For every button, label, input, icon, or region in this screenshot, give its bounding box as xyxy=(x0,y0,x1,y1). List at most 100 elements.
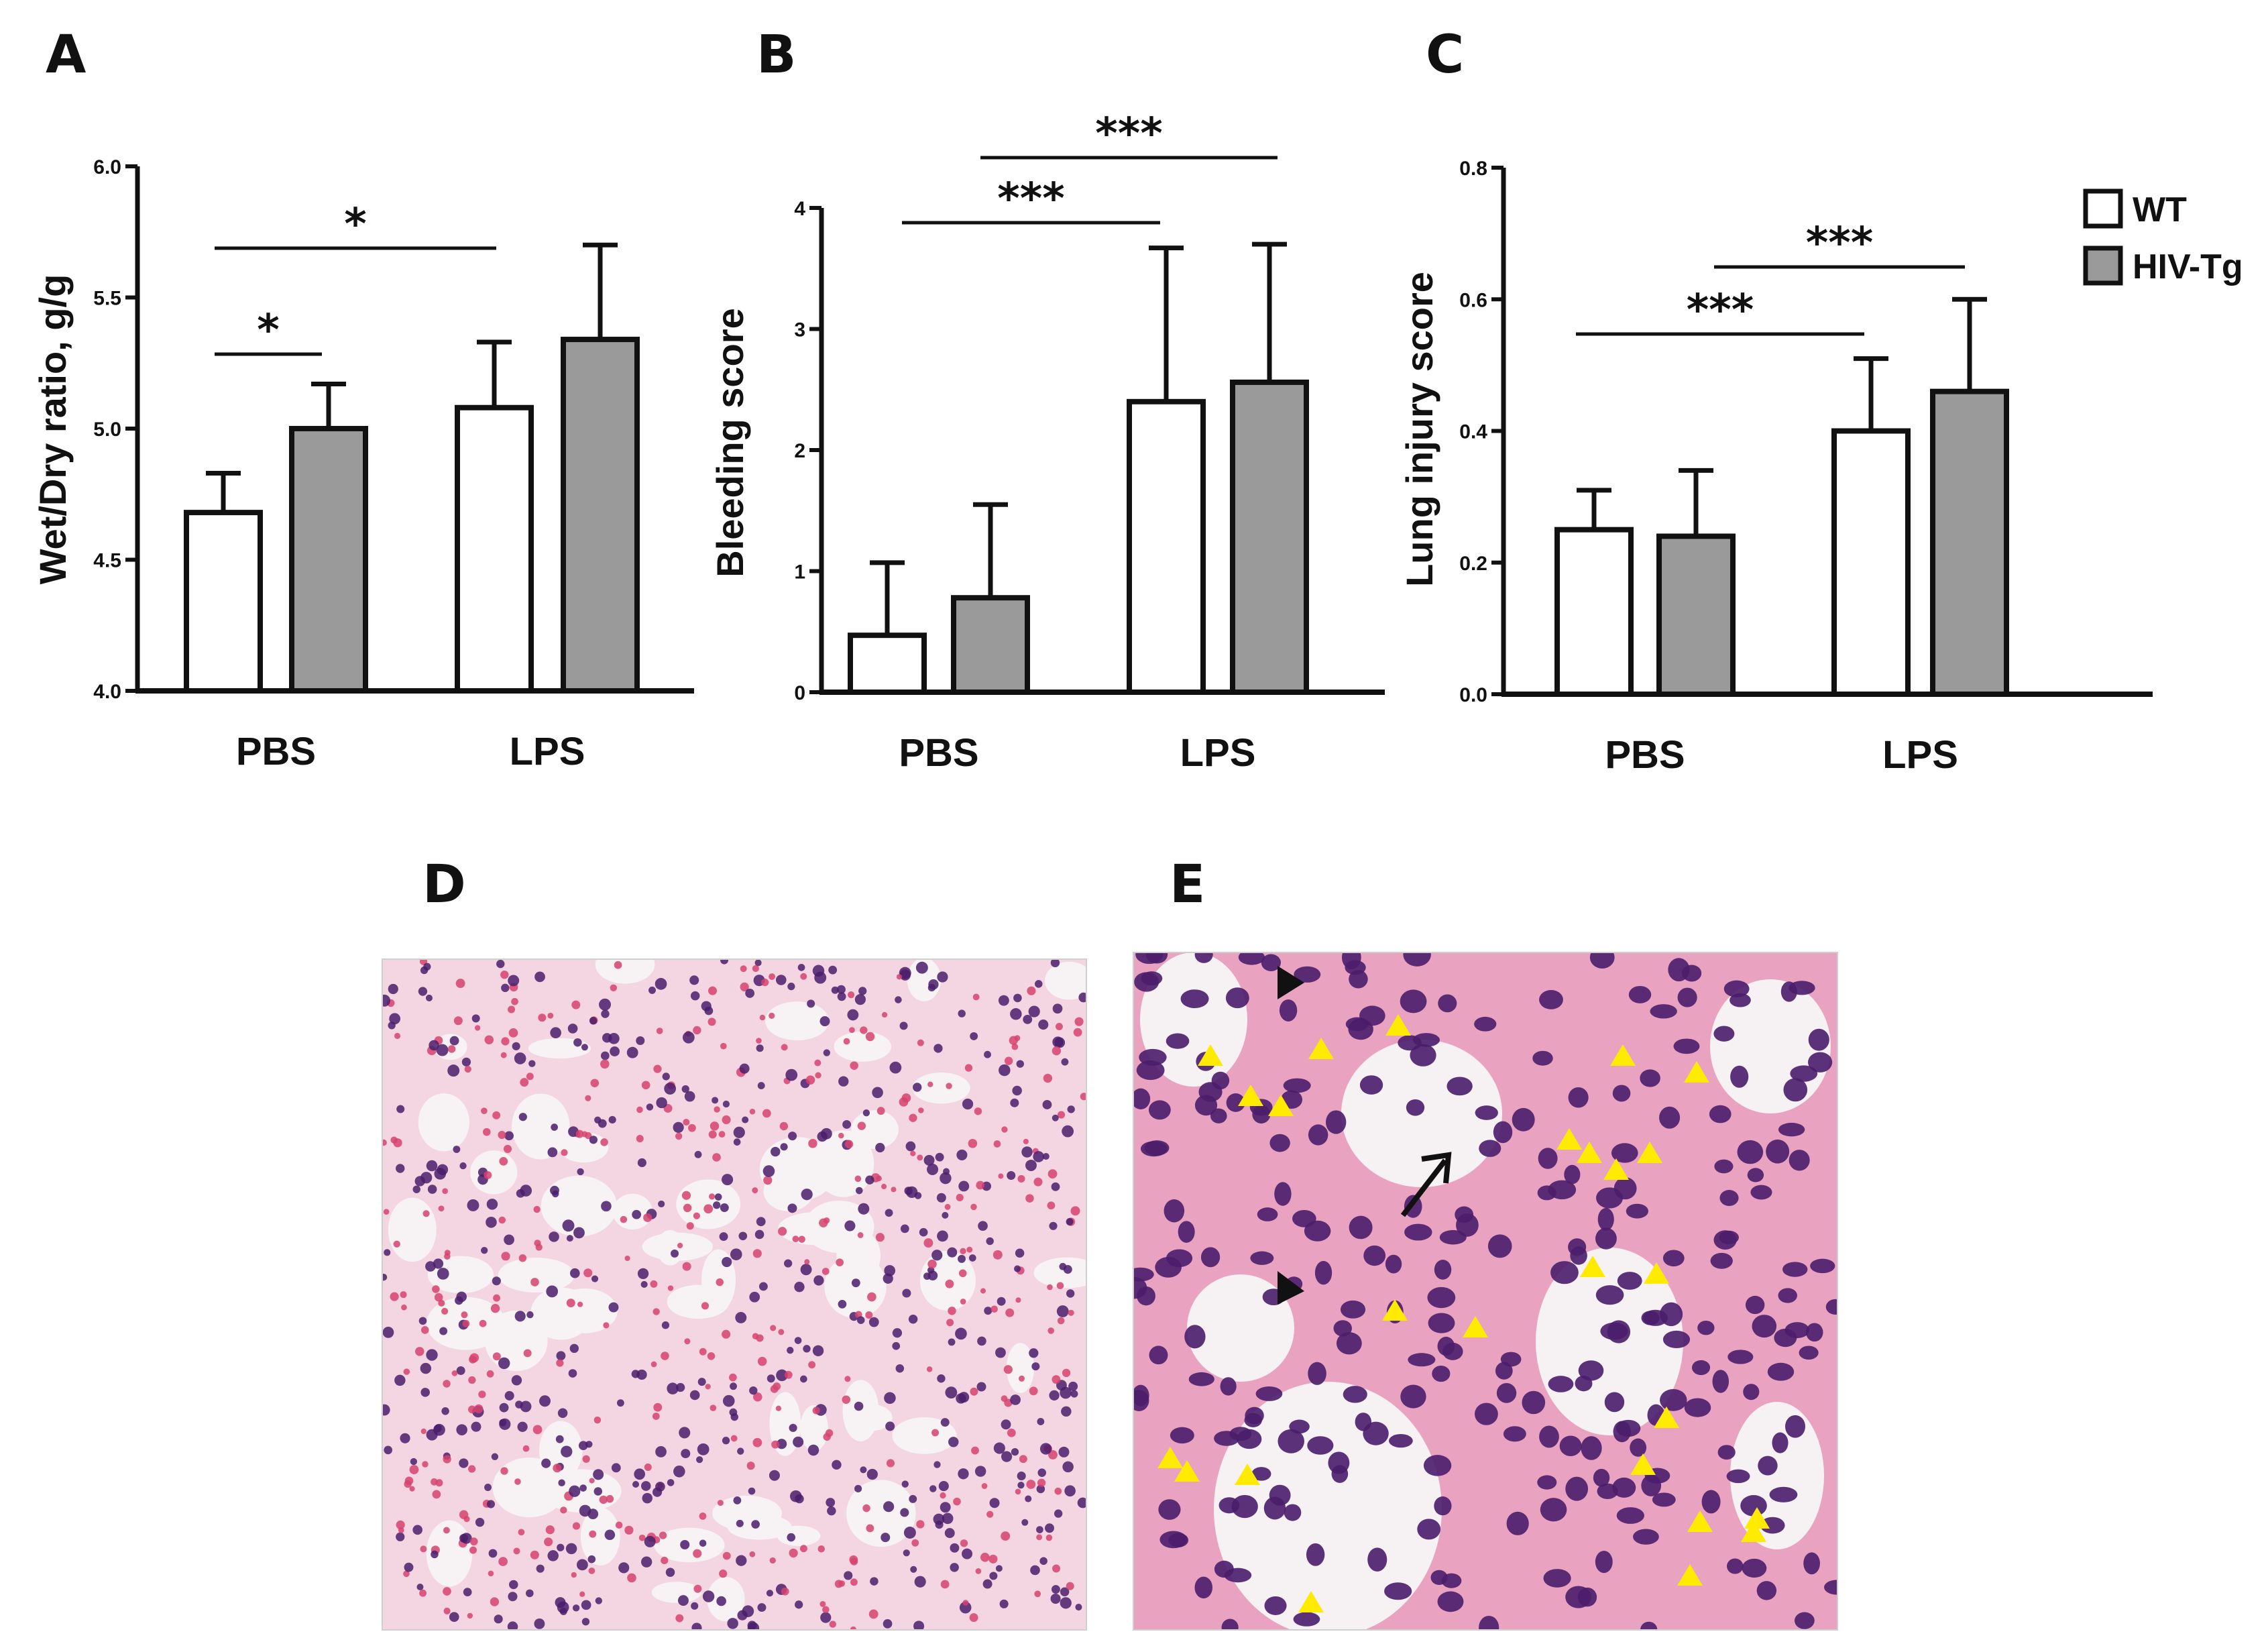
nucleus xyxy=(1384,1582,1412,1600)
nucleus xyxy=(589,1017,598,1025)
red-blood-cell xyxy=(435,1479,443,1487)
red-blood-cell xyxy=(971,1446,979,1455)
red-blood-cell xyxy=(1005,1308,1015,1317)
nucleus xyxy=(1221,1618,1239,1630)
alveolar-space xyxy=(1214,1382,1442,1630)
red-blood-cell xyxy=(705,1384,711,1390)
red-blood-cell xyxy=(667,1285,674,1291)
red-blood-cell xyxy=(650,1361,657,1368)
nucleus xyxy=(1023,1014,1033,1024)
alveolar-space xyxy=(612,1193,653,1229)
red-blood-cell xyxy=(644,1463,652,1471)
nucleus xyxy=(396,1532,405,1541)
nucleus xyxy=(800,1264,812,1276)
red-blood-cell xyxy=(400,1291,407,1299)
nucleus xyxy=(414,1176,425,1187)
x-category-label: LPS xyxy=(1180,731,1256,775)
nucleus xyxy=(1434,1260,1452,1280)
red-blood-cell xyxy=(434,1293,443,1302)
nucleus xyxy=(1825,1299,1837,1315)
nucleus xyxy=(733,1126,745,1138)
nucleus xyxy=(982,1579,993,1589)
red-blood-cell xyxy=(757,1356,767,1366)
nucleus xyxy=(526,1311,534,1319)
nucleus xyxy=(1581,1436,1602,1460)
nucleus xyxy=(656,1097,667,1109)
red-blood-cell xyxy=(484,1035,494,1044)
nucleus xyxy=(803,1345,811,1353)
nucleus xyxy=(1308,1124,1328,1146)
nucleus xyxy=(569,1485,581,1497)
red-blood-cell xyxy=(1001,1126,1008,1133)
nucleus xyxy=(1385,1254,1402,1274)
nucleus xyxy=(461,1057,471,1066)
red-blood-cell xyxy=(699,1348,707,1356)
red-blood-cell xyxy=(468,1376,476,1384)
nucleus xyxy=(1782,1262,1808,1277)
red-blood-cell xyxy=(927,1081,933,1087)
nucleus xyxy=(1479,1140,1501,1157)
nucleus xyxy=(995,1565,1003,1572)
nucleus xyxy=(1600,1322,1628,1340)
red-blood-cell xyxy=(849,1027,855,1034)
red-blood-cell xyxy=(688,1123,696,1132)
nucleus xyxy=(420,1362,432,1374)
nucleus xyxy=(1269,1134,1290,1152)
bar-hiv-tg-lps xyxy=(1930,388,2009,697)
nucleus xyxy=(837,985,846,994)
nucleus xyxy=(1052,1003,1063,1014)
nucleus xyxy=(787,1346,794,1354)
nucleus xyxy=(855,1187,863,1195)
red-blood-cell xyxy=(808,1139,817,1148)
nucleus xyxy=(1011,1447,1019,1456)
nucleus xyxy=(1367,1547,1387,1572)
nucleus xyxy=(998,995,1009,1006)
nucleus xyxy=(459,1458,469,1468)
nucleus xyxy=(632,1209,642,1219)
nucleus xyxy=(1403,952,1431,967)
red-blood-cell xyxy=(501,1037,510,1046)
nucleus xyxy=(1660,1302,1683,1327)
nucleus xyxy=(569,1343,579,1354)
nucleus xyxy=(673,1121,684,1134)
nucleus xyxy=(847,1009,859,1021)
micrograph-d xyxy=(382,959,1086,1630)
nucleus xyxy=(449,1036,459,1046)
red-blood-cell xyxy=(717,1500,724,1506)
nucleus xyxy=(902,1288,911,1298)
red-blood-cell xyxy=(398,1527,404,1533)
y-tick-label: 5.5 xyxy=(93,288,121,310)
red-blood-cell xyxy=(792,1235,799,1243)
nucleus xyxy=(689,1390,700,1400)
nucleus xyxy=(1745,1295,1765,1315)
nucleus xyxy=(1570,1246,1587,1265)
nucleus xyxy=(1447,1077,1473,1096)
nucleus xyxy=(1613,1177,1637,1200)
nucleus xyxy=(1050,1593,1061,1604)
red-blood-cell xyxy=(432,1285,440,1293)
significance-label: *** xyxy=(1095,109,1162,159)
red-blood-cell xyxy=(1025,1194,1034,1203)
nucleus xyxy=(1293,1612,1320,1627)
nucleus xyxy=(420,1388,430,1397)
nucleus xyxy=(823,1049,830,1056)
red-blood-cell xyxy=(990,1305,998,1313)
red-blood-cell xyxy=(962,1600,969,1606)
red-blood-cell xyxy=(789,1548,798,1558)
nucleus xyxy=(1713,1026,1735,1042)
nucleus xyxy=(1668,958,1690,982)
nucleus xyxy=(776,975,787,985)
nucleus xyxy=(514,1311,526,1322)
nucleus xyxy=(1737,1140,1764,1164)
nucleus xyxy=(1400,989,1427,1013)
bar-hiv-tg-pbs xyxy=(289,426,368,694)
red-blood-cell xyxy=(1052,1046,1062,1056)
nucleus xyxy=(719,1232,728,1242)
nucleus xyxy=(1001,1419,1011,1430)
nucleus xyxy=(1308,1362,1326,1385)
red-blood-cell xyxy=(1045,1534,1053,1541)
yellow-arrowhead-icon xyxy=(1580,1256,1605,1277)
nucleus xyxy=(459,1162,467,1170)
nucleus xyxy=(1506,1511,1529,1535)
nucleus xyxy=(1061,1058,1069,1066)
